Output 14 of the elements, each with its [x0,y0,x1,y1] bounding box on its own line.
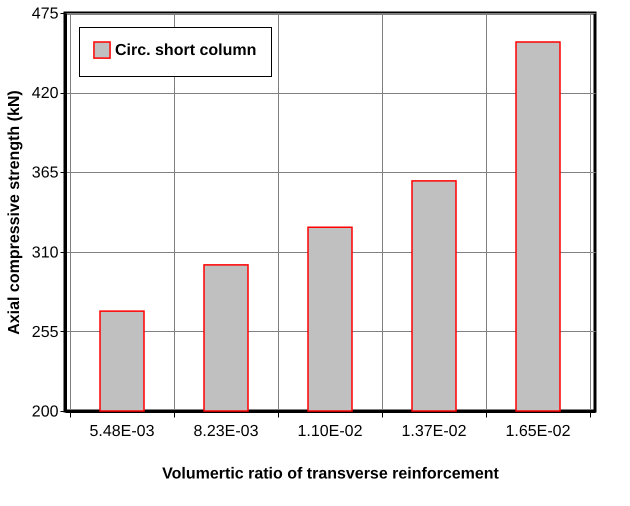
y-tick-label: 365 [32,164,59,182]
x-tick-label: 5.48E-03 [90,423,155,440]
x-tick-label: 1.10E-02 [298,423,363,440]
y-tick-label: 255 [32,324,59,341]
x-tick-label: 1.37E-02 [402,423,467,440]
y-tick-label: 200 [32,404,59,420]
legend-label: Circ. short column [115,42,256,59]
y-tick-label: 475 [32,6,59,22]
x-axis-title: Volumertic ratio of transverse reinforcement [162,466,500,482]
y-tick-label: 420 [32,85,59,102]
x-tick-label: 1.65E-02 [506,423,571,440]
x-tick-label: 8.23E-03 [194,423,259,440]
y-axis-title: Axial compressive strength (kN) [6,90,23,335]
y-tick-label: 310 [32,244,59,262]
